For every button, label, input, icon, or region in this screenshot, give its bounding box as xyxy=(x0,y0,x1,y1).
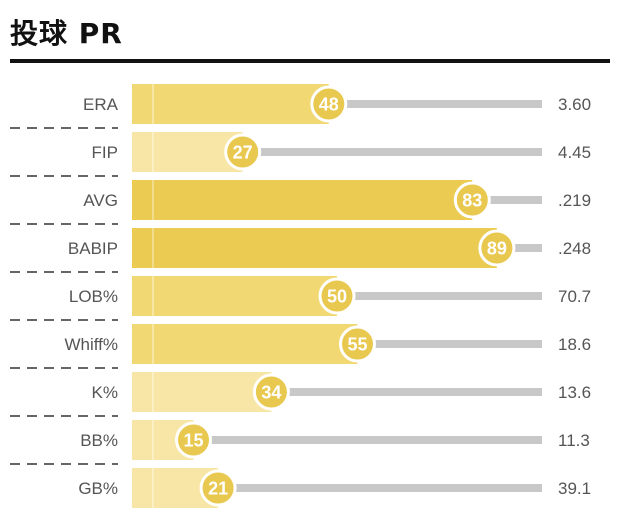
percentile-track xyxy=(472,196,542,204)
percentile-badge xyxy=(199,469,237,507)
percentile-badge xyxy=(478,229,516,267)
percentile-value: 34 xyxy=(261,383,281,403)
bar-guide xyxy=(152,372,154,412)
category-label: Whiff% xyxy=(64,335,118,354)
percentile-value: 27 xyxy=(233,143,253,163)
page-title: 投球 PR xyxy=(10,17,123,50)
category-label: LOB% xyxy=(69,287,118,306)
stat-value: 4.45 xyxy=(558,143,591,162)
percentile-value: 50 xyxy=(327,287,347,307)
stat-value: 70.7 xyxy=(558,287,591,306)
percentile-track xyxy=(328,100,542,108)
bar-guide xyxy=(152,180,154,220)
stat-value: .248 xyxy=(558,239,591,258)
percentile-bar xyxy=(132,372,272,412)
bar-guide xyxy=(152,324,154,364)
category-label: ERA xyxy=(83,95,119,114)
bar-guide xyxy=(152,468,154,508)
category-label: BABIP xyxy=(68,239,118,258)
percentile-badge xyxy=(252,373,290,411)
percentile-value: 21 xyxy=(208,479,228,499)
stat-value: 13.6 xyxy=(558,383,591,402)
percentile-badge xyxy=(310,85,348,123)
percentile-badge xyxy=(224,133,262,171)
bar-guide xyxy=(152,84,154,124)
percentile-bar xyxy=(132,324,358,364)
percentile-badge xyxy=(339,325,376,363)
percentile-value: 15 xyxy=(183,431,203,451)
bar-guide xyxy=(152,132,154,172)
percentile-bar xyxy=(132,276,337,316)
percentile-track xyxy=(242,148,542,156)
stat-value: .219 xyxy=(558,191,591,210)
percentile-badge xyxy=(175,421,212,459)
percentile-track xyxy=(496,244,542,252)
category-label: K% xyxy=(92,383,118,402)
stat-value: 11.3 xyxy=(558,431,590,450)
percentile-bar xyxy=(132,180,473,220)
percentile-value: 89 xyxy=(487,239,507,259)
stat-value: 3.60 xyxy=(558,95,591,114)
category-label: FIP xyxy=(92,143,118,162)
category-label: GB% xyxy=(78,479,118,498)
stat-value: 39.1 xyxy=(558,479,591,498)
percentile-track xyxy=(218,484,542,492)
percentile-value: 48 xyxy=(319,95,339,115)
percentile-badge xyxy=(318,277,356,315)
bar-guide xyxy=(152,420,154,460)
percentile-track xyxy=(357,340,542,348)
percentile-track xyxy=(337,292,542,300)
percentile-track xyxy=(193,436,542,444)
percentile-value: 83 xyxy=(462,191,482,211)
category-label: BB% xyxy=(80,431,118,450)
category-label: AVG xyxy=(83,191,118,210)
bar-guide xyxy=(152,228,154,268)
stat-value: 18.6 xyxy=(558,335,591,354)
percentile-badge xyxy=(453,181,491,219)
bar-guide xyxy=(152,276,154,316)
percentile-bar xyxy=(132,84,329,124)
title-divider xyxy=(10,59,610,63)
percentile-bar xyxy=(132,228,497,268)
percentile-track xyxy=(271,388,542,396)
percentile-value: 55 xyxy=(347,335,367,355)
